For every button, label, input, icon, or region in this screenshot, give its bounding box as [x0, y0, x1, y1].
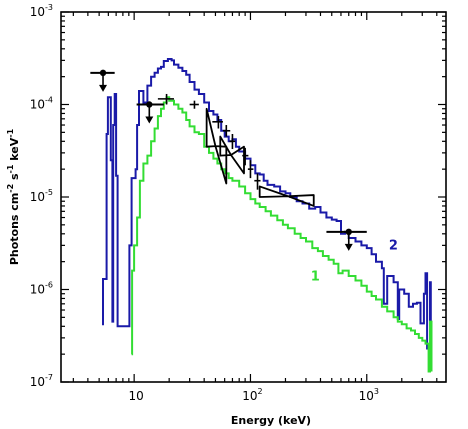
x-tick-label: 102 — [242, 387, 262, 403]
y-label-part-a: Photons cm — [8, 193, 21, 265]
y-axis-label: Photons cm-2 s-1 keV-1 — [6, 128, 21, 265]
y-label-part-d: -1 — [6, 164, 15, 173]
curve-label-2: 2 — [389, 239, 398, 254]
upper-limit-marker — [90, 69, 115, 92]
data-point — [212, 116, 223, 129]
data-overlay: 21 — [90, 69, 398, 285]
y-tick-label: 10-7 — [30, 373, 53, 389]
curve-label-1: 1 — [311, 270, 320, 285]
x-tick-label: 103 — [359, 387, 379, 403]
bowtie — [258, 185, 315, 207]
series-layer — [102, 58, 433, 373]
data-point — [247, 160, 254, 179]
upper-limit-arrow — [344, 243, 353, 251]
y-label-part-c: s — [8, 173, 21, 184]
series-line-1 — [131, 96, 433, 373]
upper-limit-arrow — [99, 84, 108, 92]
y-tick-label: 10-5 — [30, 188, 53, 204]
y-tick-label: 10-4 — [30, 96, 53, 112]
data-point — [189, 100, 199, 109]
y-label-part-e: keV — [8, 137, 21, 164]
axis-ticks — [61, 11, 446, 383]
tick-labels: 10 102 103 10-7 10-6 10-5 10-4 10-3 — [30, 3, 379, 403]
upper-limit-arrow — [145, 116, 154, 124]
y-tick-label: 10-6 — [30, 281, 53, 297]
data-point — [157, 93, 174, 105]
data-point — [229, 133, 236, 150]
upper-limit-marker — [326, 228, 367, 251]
data-point — [254, 173, 261, 190]
upper-limit-marker — [136, 101, 164, 124]
x-axis-label: Energy (keV) — [231, 414, 311, 427]
y-tick-label: 10-3 — [30, 3, 53, 19]
data-point — [222, 125, 231, 137]
y-label-part-f: -1 — [6, 128, 15, 137]
bowtie — [219, 135, 245, 175]
svg-text:Photons cm-2 s-1 keV-1: Photons cm-2 s-1 keV-1 — [6, 128, 21, 265]
series-line-2 — [102, 58, 432, 355]
x-tick-label: 10 — [129, 389, 144, 403]
y-label-part-b: -2 — [6, 184, 15, 193]
